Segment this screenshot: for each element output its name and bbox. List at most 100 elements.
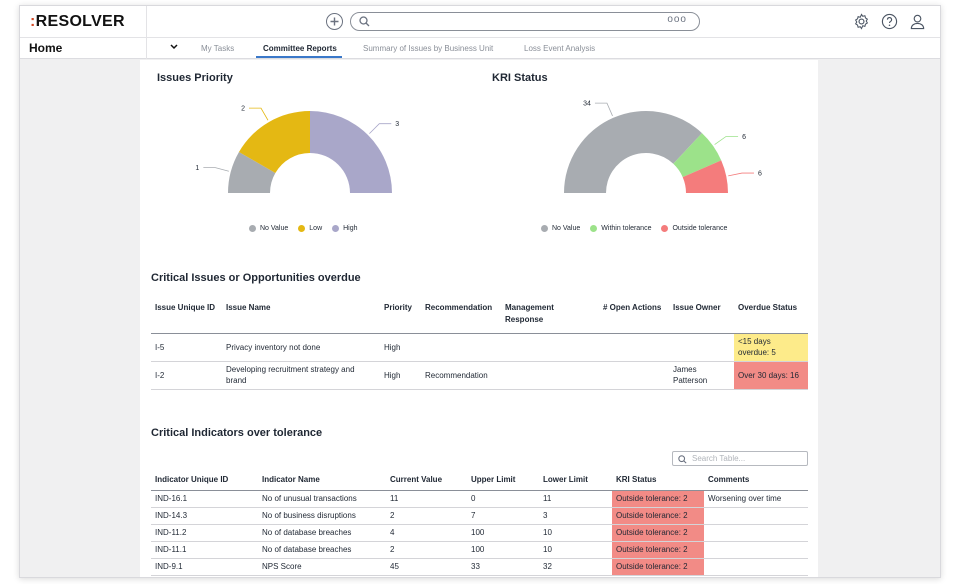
help-icon[interactable] [881,13,898,30]
cell-comments: Worsening over time [704,490,808,508]
plus-icon [330,17,339,26]
chart-slice-no-value[interactable] [564,111,702,193]
col-header-recommendation[interactable]: Recommendation [421,298,501,334]
tab-summary-of-issues[interactable]: Summary of Issues by Business Unit [363,44,494,53]
legend-swatch [249,225,256,232]
col-header-kri-status[interactable]: KRI Status [612,469,704,491]
cell-issue-id: I-5 [151,333,222,362]
cell-recommendation: Recommendation [421,361,501,390]
col-header-overdue-status[interactable]: Overdue Status [734,298,808,334]
chart-slice-high[interactable] [310,111,392,193]
logo-prefix: : [30,13,36,30]
cell-issue-name: Developing recruitment strategy and bran… [222,361,380,390]
col-header-issue-owner[interactable]: Issue Owner [669,298,734,334]
data-label-leader [594,102,613,117]
cell-indicator-name: No of business disruptions [258,507,386,525]
chart-slice-within-tolerance[interactable] [673,133,722,178]
cell-indicator-name: No of database breaches [258,524,386,542]
col-header-comments[interactable]: Comments [704,469,808,491]
tab-my-tasks[interactable]: My Tasks [201,44,235,53]
legend-item-outside-tolerance[interactable]: Outside tolerance [661,225,727,232]
legend-item-no-value[interactable]: No Value [249,225,288,232]
report-panel: Issues Priority 1 2 3 No Value Low High KR… [140,60,818,577]
table-search-input[interactable]: Search Table... [672,451,808,466]
table-row[interactable]: IND-16.1 No of unusual transactions 11 0 11 O… [151,490,808,508]
tab-committee-reports[interactable]: Committee Reports [263,44,337,53]
cell-lower-limit: 10 [539,524,612,542]
chart-slice-outside-tolerance[interactable] [682,160,728,193]
cell-indicator-name: No of database breaches [258,541,386,559]
cell-comments [704,507,808,525]
col-header-upper-limit[interactable]: Upper Limit [467,469,539,491]
kri-status-chart: 34 6 6 [564,101,762,193]
home-menu[interactable]: Home [29,41,63,55]
chart-slice-low[interactable] [238,111,310,173]
app-window: :RESOLVER ooo Home My Tasks Committee Re… [19,5,941,578]
top-icons [853,13,926,30]
cell-indicator-id: IND-9.1 [151,558,258,576]
data-label: 6 [742,134,746,141]
tab-loss-event-analysis[interactable]: Loss Event Analysis [524,44,596,53]
kri-legend: No Value Within tolerance Outside tolera… [541,225,727,232]
cell-upper-limit: 0 [467,490,539,508]
cell-priority: High [380,333,421,362]
table-row[interactable]: IND-14.3 No of business disruptions 2 7 3 Out… [151,507,808,525]
data-label-leader [203,167,229,172]
col-header-issue-name[interactable]: Issue Name [222,298,380,334]
table-row[interactable]: I-5 Privacy inventory not done High <15 … [151,333,808,362]
kri-chart-title: KRI Status [492,72,548,84]
cell-current-value: 11 [386,490,467,508]
table-search-placeholder: Search Table... [692,454,746,463]
col-header-management-response[interactable]: Management Response [501,298,599,334]
chart-slice-no-value[interactable] [228,152,276,193]
cell-lower-limit: 11 [539,490,612,508]
global-search-input[interactable]: ooo [350,12,700,31]
col-header-open-actions[interactable]: # Open Actions [599,298,669,334]
legend-swatch [661,225,669,232]
cell-overdue-status: Over 30 days: 16 [734,361,808,390]
indicators-section-title: Critical Indicators over tolerance [151,427,323,439]
active-tab-indicator [256,56,342,58]
issues-chart-title: Issues Priority [157,72,233,84]
table-row[interactable]: IND-11.1 No of database breaches 2 100 10 Out… [151,541,808,559]
data-label: 2 [241,106,245,113]
cell-comments [704,541,808,559]
cell-overdue-status: <15 days overdue: 5 [734,333,808,362]
cell-current-value: 45 [386,558,467,576]
cell-kri-status: Outside tolerance: 2 [612,507,704,525]
gear-icon[interactable] [853,13,870,30]
add-button[interactable] [326,13,343,30]
legend-item-no-value[interactable]: No Value [541,225,580,232]
cell-indicator-id: IND-11.2 [151,524,258,542]
col-header-lower-limit[interactable]: Lower Limit [539,469,612,491]
col-header-indicator-name[interactable]: Indicator Name [258,469,386,491]
col-header-priority[interactable]: Priority [380,298,421,334]
cell-kri-status: Outside tolerance: 2 [612,490,704,508]
legend-item-high[interactable]: High [332,225,358,232]
cell-current-value: 2 [386,541,467,559]
chevron-down-icon[interactable] [170,44,178,50]
legend-item-low[interactable]: Low [298,225,322,232]
table-row[interactable]: IND-11.2 No of database breaches 4 100 10 Out… [151,524,808,542]
resolver-logo[interactable]: :RESOLVER [30,13,125,31]
cell-issue-owner [669,333,734,362]
col-header-indicator-id[interactable]: Indicator Unique ID [151,469,258,491]
issues-priority-chart: 1 2 3 [195,106,399,193]
data-label-leader [249,107,269,121]
cell-lower-limit: 10 [539,541,612,559]
cell-upper-limit: 7 [467,507,539,525]
table-header-row: Issue Unique ID Issue Name Priority Reco… [151,298,808,334]
legend-item-within-tolerance[interactable]: Within tolerance [590,225,651,232]
col-header-current-value[interactable]: Current Value [386,469,467,491]
search-options-icon[interactable]: ooo [667,14,687,25]
legend-swatch [332,225,340,232]
table-row[interactable]: IND-9.1 NPS Score 45 33 32 Outside tolerance:… [151,558,808,576]
issues-section-title: Critical Issues or Opportunities overdue [151,272,361,284]
cell-current-value: 2 [386,507,467,525]
user-profile-icon[interactable] [909,13,926,30]
legend-label: Low [309,225,323,232]
col-header-issue-id[interactable]: Issue Unique ID [151,298,222,334]
cell-issue-id: I-2 [151,361,222,390]
table-row[interactable]: I-2 Developing recruitment strategy and … [151,361,808,390]
table-header-row: Indicator Unique ID Indicator Name Curre… [151,469,808,491]
